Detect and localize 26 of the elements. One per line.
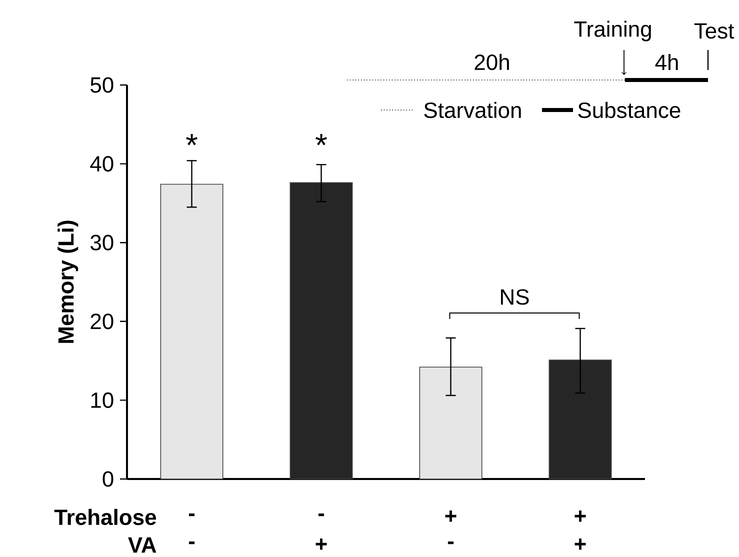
text: 20h xyxy=(474,54,509,70)
y-tick-label: 30 xyxy=(90,234,114,250)
y-tick-label: 50 xyxy=(90,77,114,93)
annotation: Starvation xyxy=(424,102,521,118)
y-tick-label: 40 xyxy=(90,156,114,172)
text: 4h xyxy=(655,54,678,70)
annotation: NS xyxy=(501,289,529,305)
annotation: * xyxy=(316,134,327,146)
text: - xyxy=(448,541,454,544)
text: - xyxy=(188,541,195,544)
y-axis-title: Memory (Li) xyxy=(58,220,78,343)
text: + xyxy=(574,538,586,550)
text: Test xyxy=(694,23,734,39)
annotation: * xyxy=(186,134,198,146)
y-tick-label: 10 xyxy=(91,392,114,408)
text: - xyxy=(188,513,195,516)
text: + xyxy=(316,538,327,550)
y-tick-label: 0 xyxy=(102,471,114,487)
annotation: Substance xyxy=(578,102,680,118)
y-tick-label: 20 xyxy=(90,314,114,330)
text: - xyxy=(318,513,324,516)
text: Trehalose xyxy=(54,508,156,526)
text: + xyxy=(574,510,586,522)
text: + xyxy=(445,510,456,522)
text: VA xyxy=(128,537,156,553)
text: Training xyxy=(574,20,651,42)
